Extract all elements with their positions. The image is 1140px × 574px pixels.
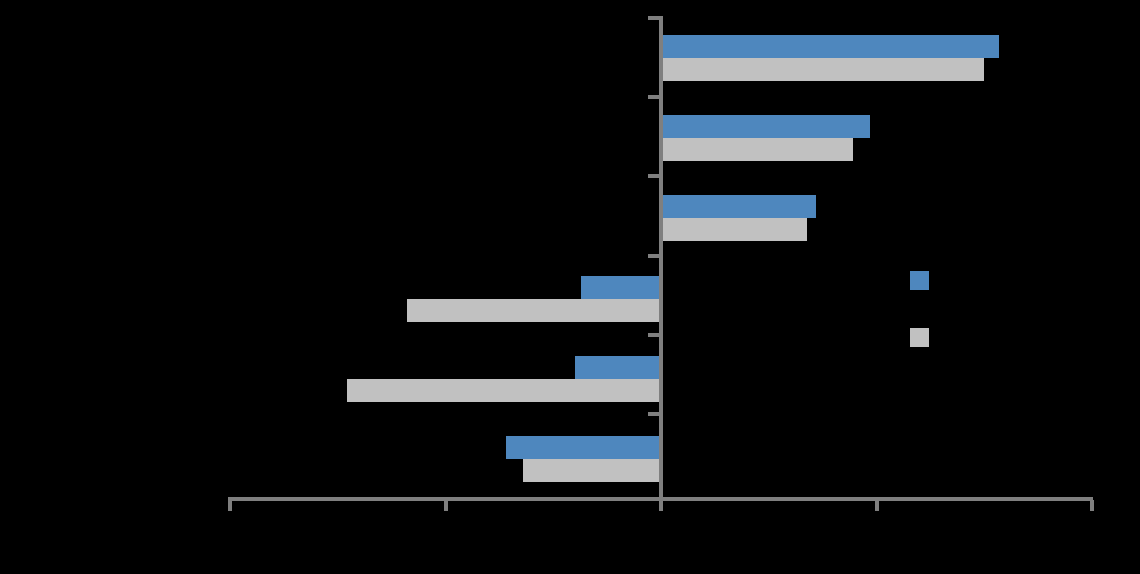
x-axis-line [228,497,1093,501]
x-axis-tick [444,500,448,511]
bar-gray-series-row3 [663,218,807,241]
x-axis-tick [1090,500,1094,511]
y-axis-tick [648,174,659,178]
y-axis-tick [648,95,659,99]
bar-blue-series-row2 [663,115,870,138]
bar-blue-series-row3 [663,195,816,218]
bar-gray-series-row2 [663,138,853,161]
x-axis-tick [228,500,232,511]
legend-gray-series-swatch [910,328,929,347]
bar-gray-series-row6 [523,459,659,482]
bar-blue-series-row1 [663,35,999,58]
bar-gray-series-row5 [347,379,659,402]
legend-blue-series-swatch [910,271,929,290]
x-axis-tick [875,500,879,511]
y-axis-line [659,16,663,511]
y-axis-tick [648,412,659,416]
bar-blue-series-row5 [575,356,659,379]
bar-gray-series-row1 [663,58,984,81]
y-axis-tick [648,254,659,258]
y-axis-tick [648,16,659,20]
y-axis-tick [648,333,659,337]
bar-gray-series-row4 [407,299,659,322]
x-axis-tick [659,500,663,511]
bar-blue-series-row6 [506,436,659,459]
bar-blue-series-row4 [581,276,659,299]
